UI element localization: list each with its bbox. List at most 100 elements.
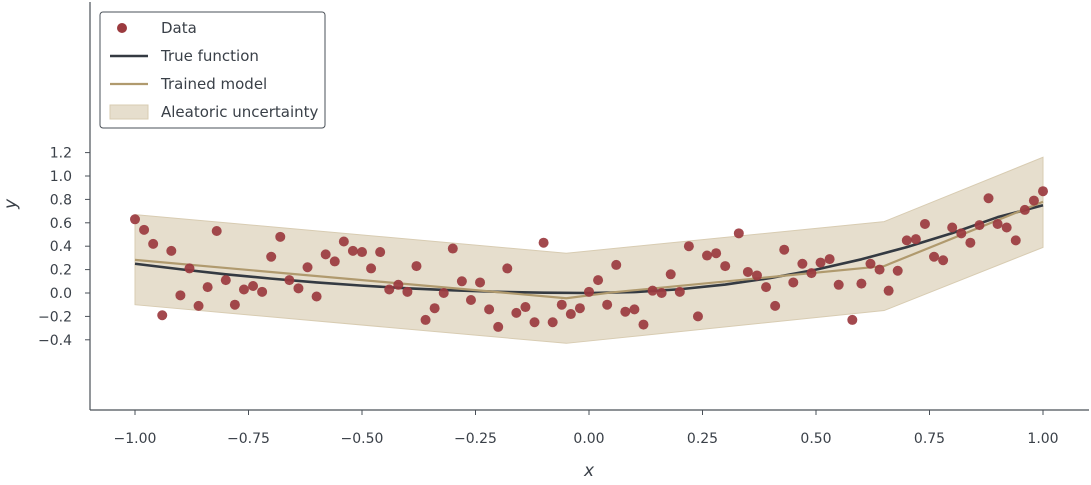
legend-label: Data	[161, 19, 197, 37]
data-point	[883, 285, 894, 296]
data-point	[529, 317, 540, 328]
data-point	[574, 303, 585, 314]
data-point	[602, 299, 613, 310]
y-axis-label: y	[1, 198, 21, 210]
data-point	[357, 247, 367, 258]
data-point	[302, 262, 313, 273]
x-tick-label: 0.75	[914, 431, 945, 447]
data-point	[384, 284, 395, 295]
x-tick-label: 0.25	[687, 431, 718, 447]
data-point	[166, 245, 177, 256]
data-point	[711, 248, 722, 259]
data-point	[565, 309, 576, 320]
data-point	[520, 302, 531, 313]
data-point	[815, 257, 826, 268]
data-point	[465, 295, 476, 306]
data-point	[692, 311, 703, 322]
data-point	[674, 286, 685, 297]
data-point	[788, 277, 799, 288]
data-point	[733, 228, 744, 239]
axes: −1.00 −0.75 −0.50 −0.25 0.00 0.25 0.50 0.75 1.00…	[38, 2, 1089, 447]
data-point	[584, 286, 594, 297]
x-tick-label: −0.75	[227, 431, 270, 447]
data-point	[1028, 195, 1039, 206]
data-point	[475, 277, 486, 288]
data-point	[683, 241, 694, 252]
data-point	[375, 247, 386, 258]
data-point	[647, 285, 658, 296]
data-point	[938, 255, 949, 266]
data-point	[874, 264, 885, 275]
data-point	[761, 282, 772, 293]
data-point	[547, 317, 558, 328]
data-point	[220, 275, 231, 286]
data-point	[311, 291, 322, 302]
data-point	[1001, 222, 1012, 233]
legend-label: Trained model	[160, 75, 267, 93]
data-point	[1038, 186, 1048, 197]
data-point	[947, 222, 958, 233]
y-tick-label: −0.2	[38, 309, 72, 325]
data-point	[1019, 204, 1030, 215]
data-point	[720, 261, 731, 272]
x-tick-label: −1.00	[114, 431, 157, 447]
data-point	[402, 286, 413, 297]
x-tick-label: 0.00	[573, 431, 604, 447]
data-point	[229, 299, 240, 310]
data-point	[284, 275, 295, 286]
data-point	[806, 268, 817, 279]
data-point	[983, 193, 994, 204]
data-point	[157, 310, 168, 321]
data-point	[275, 231, 286, 242]
legend-label: Aleatoric uncertainty	[161, 103, 319, 121]
data-point	[665, 269, 676, 280]
y-tick-label: 0.4	[50, 239, 72, 255]
data-point	[620, 306, 631, 317]
data-point	[538, 237, 549, 248]
uncertainty-band	[134, 156, 1044, 344]
data-point	[202, 282, 213, 293]
data-point	[702, 250, 713, 261]
data-point	[929, 251, 940, 262]
data-point	[556, 299, 567, 310]
data-point	[429, 303, 440, 314]
data-point	[910, 234, 921, 245]
data-point	[865, 258, 876, 269]
data-point	[892, 265, 903, 276]
y-tick-label: 1.0	[50, 169, 72, 185]
data-point	[175, 290, 186, 301]
data-point	[238, 284, 249, 295]
data-point	[211, 225, 222, 236]
data-point	[193, 300, 204, 311]
data-point	[257, 286, 268, 297]
data-point	[770, 300, 781, 311]
x-tick-label: −0.25	[454, 431, 497, 447]
data-point	[974, 220, 985, 231]
data-point	[148, 238, 159, 249]
uncertainty-band-layer	[134, 156, 1044, 344]
data-point	[338, 236, 349, 247]
data-point	[797, 258, 808, 269]
data-point	[329, 256, 340, 267]
trained-model-line	[134, 200, 1044, 300]
data-point	[139, 224, 150, 235]
data-point	[411, 261, 422, 272]
data-point	[320, 249, 331, 260]
data-point	[438, 288, 449, 298]
data-point	[266, 251, 277, 262]
data-point	[1010, 235, 1021, 246]
x-tick-label: −0.50	[341, 431, 384, 447]
data-point	[293, 283, 304, 294]
data-point	[629, 304, 640, 315]
data-point	[366, 263, 377, 274]
legend-box	[99, 11, 326, 129]
data-point	[856, 278, 867, 289]
y-tick-label: 0.8	[50, 192, 72, 208]
data-point	[965, 237, 976, 248]
x-tick-label: 0.50	[800, 431, 831, 447]
x-tick-label: 1.00	[1027, 431, 1058, 447]
y-tick-label: 1.2	[50, 146, 72, 162]
data-point	[484, 304, 495, 315]
data-point	[420, 314, 431, 325]
